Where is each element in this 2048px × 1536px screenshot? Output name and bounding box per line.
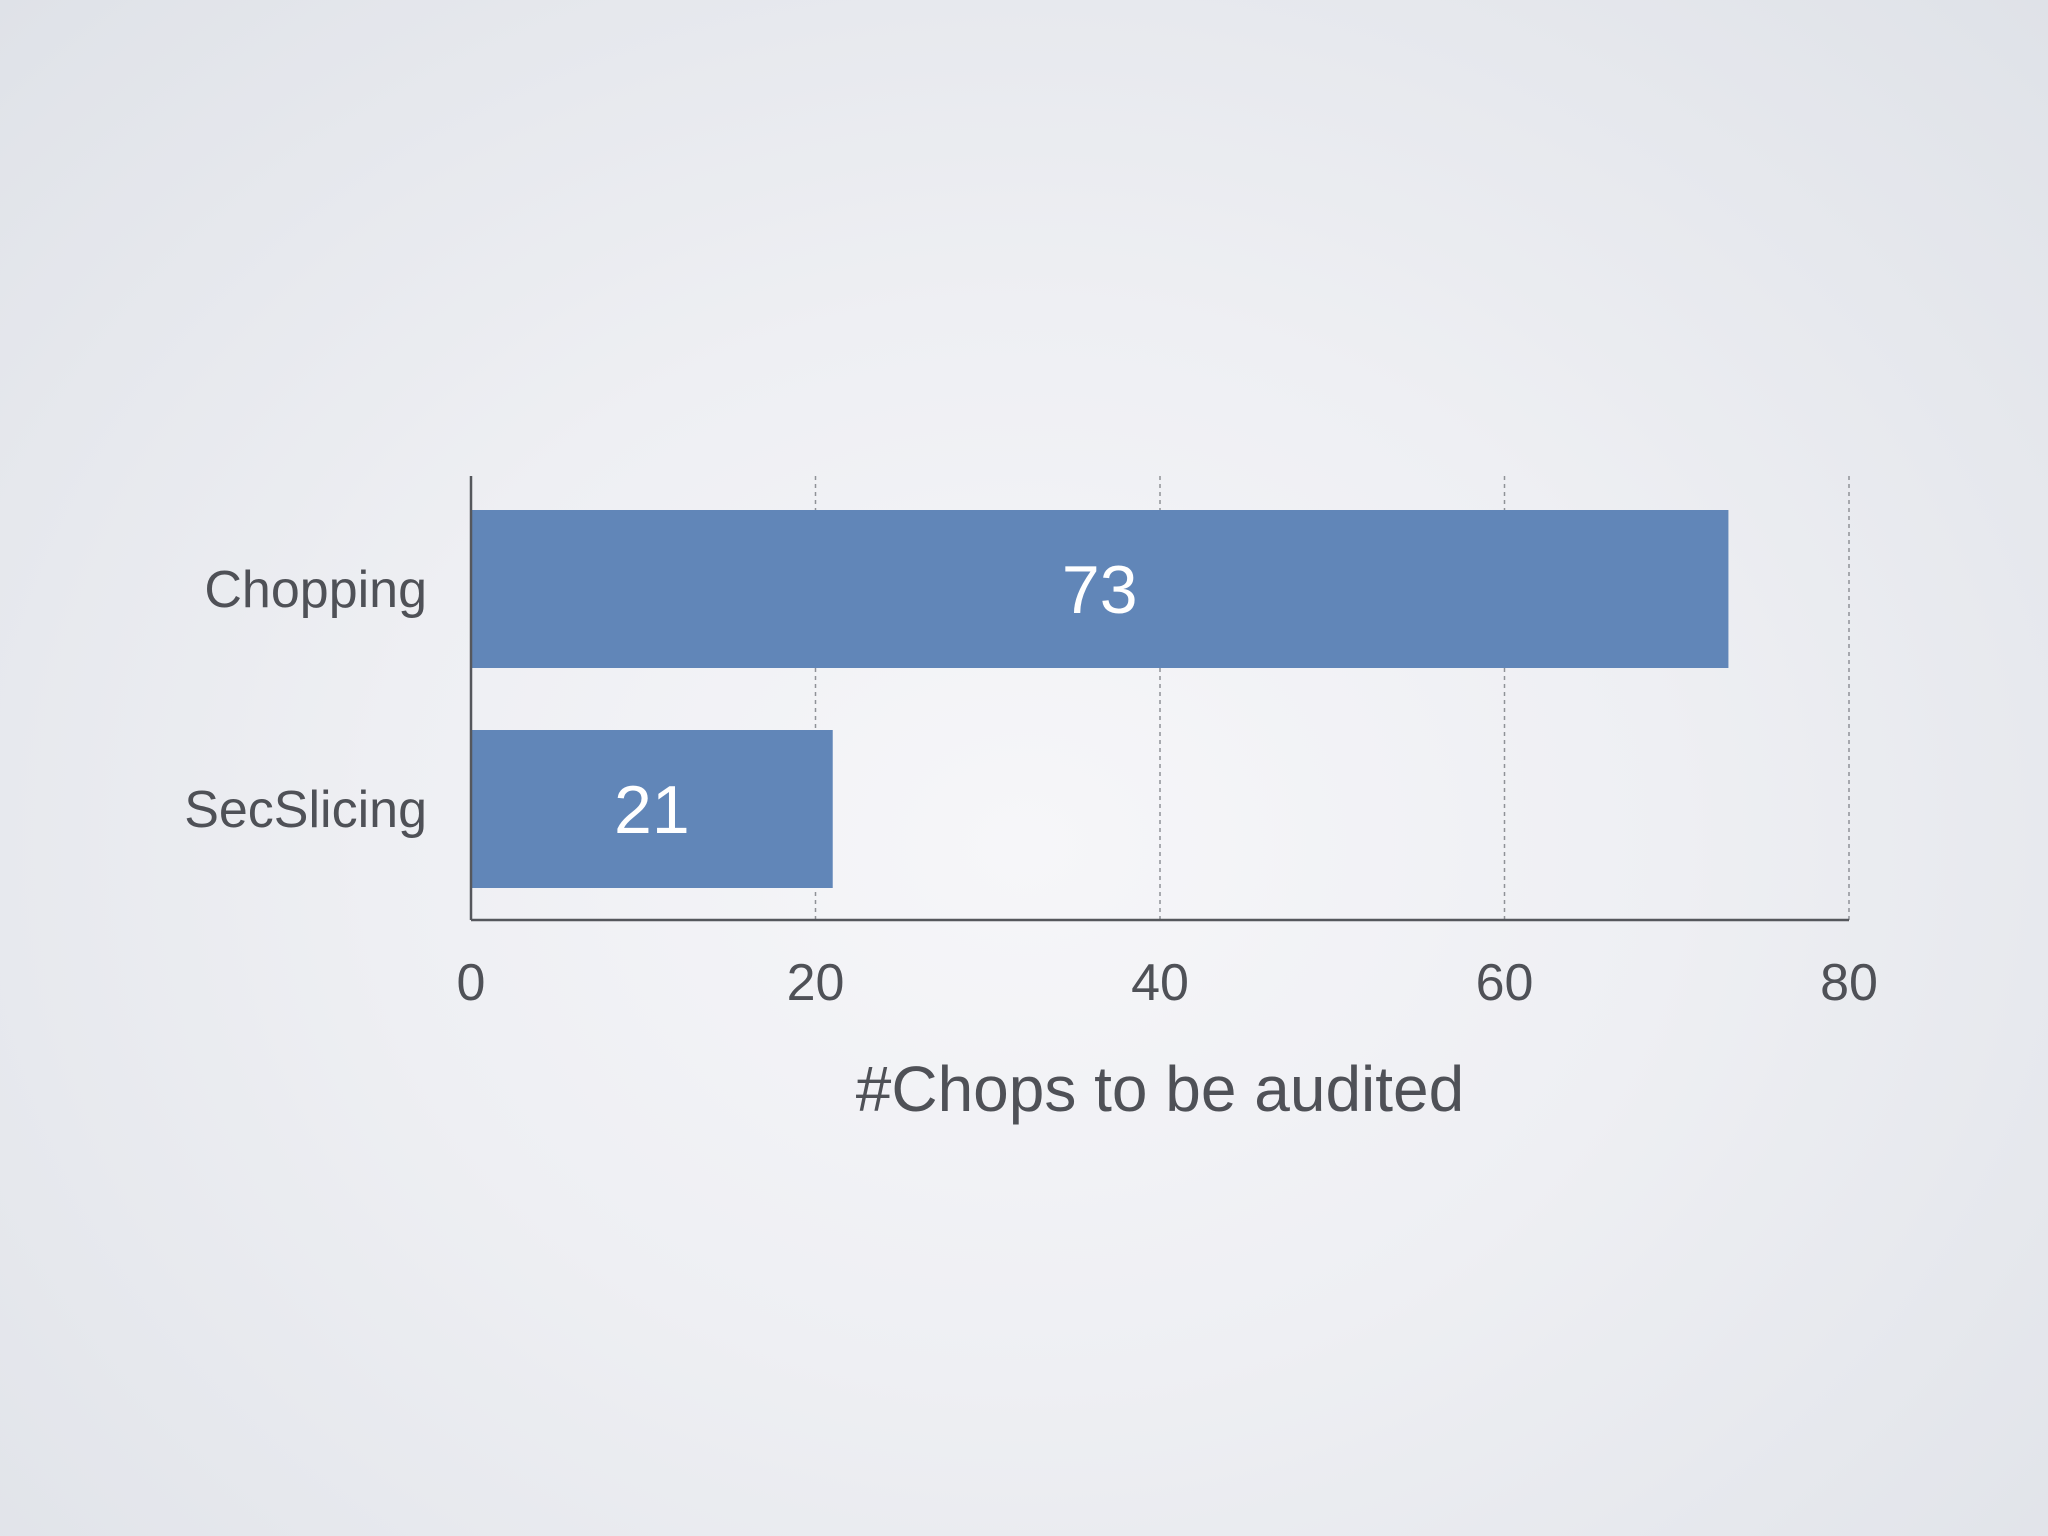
x-tick-labels: 0 20 40 60 80 — [457, 954, 1878, 1012]
x-tick-label: 0 — [457, 954, 486, 1012]
category-label: Chopping — [204, 561, 427, 619]
category-labels: Chopping SecSlicing — [184, 561, 427, 839]
x-tick-label: 20 — [787, 954, 845, 1012]
bar — [471, 510, 1729, 668]
data-label: 73 — [1062, 552, 1138, 628]
x-tick-label: 60 — [1476, 954, 1534, 1012]
x-axis-title: #Chops to be audited — [856, 1053, 1464, 1125]
data-labels: 73 21 — [614, 552, 1137, 848]
x-tick-label: 40 — [1131, 954, 1189, 1012]
x-tick-label: 80 — [1820, 954, 1878, 1012]
data-label: 21 — [614, 772, 690, 848]
category-label: SecSlicing — [184, 781, 427, 839]
axes — [469, 476, 1849, 922]
bars — [471, 510, 1729, 888]
bar — [471, 730, 833, 888]
